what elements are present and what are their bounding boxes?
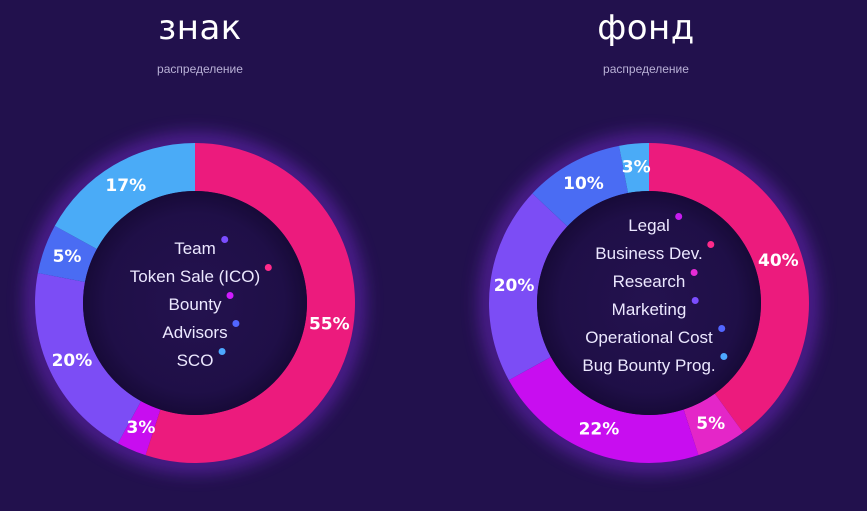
donut-slice xyxy=(683,393,744,456)
slice-label: 10% xyxy=(563,174,604,194)
legend-item: SCO xyxy=(176,348,226,371)
legend-label: Bounty xyxy=(168,295,222,314)
donut-slice xyxy=(532,145,629,227)
legend-dot-icon xyxy=(265,264,273,271)
slice-label: 20% xyxy=(52,351,93,371)
legend-label: Team xyxy=(174,239,216,258)
slice-label: 3% xyxy=(622,158,651,178)
legend-label: Marketing xyxy=(611,300,687,319)
legend-dot-icon xyxy=(717,325,725,332)
legend-dot-icon xyxy=(707,241,715,248)
donut-slice xyxy=(508,356,699,463)
legend-dot-icon xyxy=(226,292,234,299)
donut-hole xyxy=(537,191,761,415)
fund-donut-chart: 40% 5% 22% 20% 10% 3% xyxy=(480,134,818,472)
donut-slice xyxy=(117,401,161,456)
token-chart-panel: знак распределение 55% 3% 20% 5% 17% Team Tok… xyxy=(0,0,400,511)
legend-dot-icon xyxy=(220,236,228,243)
chart-subtitle: распределение xyxy=(157,62,243,76)
chart-title: знак xyxy=(158,8,242,48)
legend-item: Business Dev. xyxy=(595,241,715,264)
fund-chart-panel: фонд распределение 40% 5% 22% 20% 10% 3% Lega… xyxy=(425,0,867,511)
legend-label: SCO xyxy=(176,351,214,370)
donut-slice xyxy=(54,143,196,250)
slice-label: 22% xyxy=(579,419,620,439)
legend-item: Operational Cost xyxy=(585,325,725,348)
legend-label: Legal xyxy=(628,216,670,235)
legend-label: Operational Cost xyxy=(585,328,713,347)
donut-hole xyxy=(83,191,307,415)
slice-label: 3% xyxy=(127,418,156,438)
legend-label: Bug Bounty Prog. xyxy=(582,356,716,375)
donut-slice xyxy=(489,193,568,381)
donut-slice xyxy=(34,273,142,444)
slice-label: 40% xyxy=(758,251,799,271)
legend-dot-icon xyxy=(720,353,728,360)
slice-label: 5% xyxy=(696,414,725,434)
chart-subtitle: распределение xyxy=(603,62,689,76)
legend-dot-icon xyxy=(691,297,699,304)
legend-label: Research xyxy=(612,272,686,291)
donut-slice xyxy=(649,143,810,433)
legend-item: Marketing xyxy=(611,297,699,320)
legend-dot-icon xyxy=(690,269,698,276)
legend-label: Advisors xyxy=(162,323,228,342)
legend-item: Bounty xyxy=(168,292,234,315)
legend-item: Legal xyxy=(628,213,682,236)
legend-dot-icon xyxy=(674,213,682,220)
slice-label: 5% xyxy=(53,247,82,267)
chart-title: фонд xyxy=(597,8,695,48)
donut-slice xyxy=(145,143,356,463)
legend-label: Token Sale (ICO) xyxy=(129,267,261,286)
legend-item: Token Sale (ICO) xyxy=(129,264,273,287)
legend-dot-icon xyxy=(232,320,240,327)
legend-item: Advisors xyxy=(162,320,240,343)
legend-item: Research xyxy=(612,269,698,292)
donut-slice xyxy=(37,225,97,283)
slice-label: 17% xyxy=(105,176,146,196)
donut-slice xyxy=(619,143,649,193)
legend-label: Business Dev. xyxy=(595,244,703,263)
legend-dot-icon xyxy=(218,348,226,355)
legend-item: Team xyxy=(174,236,228,259)
slice-label: 20% xyxy=(494,276,535,296)
token-donut-chart: 55% 3% 20% 5% 17% xyxy=(26,134,364,472)
legend-item: Bug Bounty Prog. xyxy=(582,353,728,376)
slice-label: 55% xyxy=(309,314,350,334)
